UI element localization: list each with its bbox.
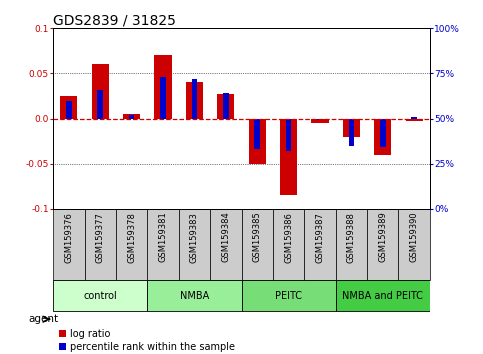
Bar xyxy=(374,119,391,155)
Bar xyxy=(412,117,417,119)
Bar xyxy=(343,119,360,137)
Bar xyxy=(217,94,234,119)
Text: GSM159384: GSM159384 xyxy=(221,212,230,262)
FancyBboxPatch shape xyxy=(85,209,116,280)
Text: agent: agent xyxy=(28,314,58,324)
Bar xyxy=(255,119,260,149)
Bar xyxy=(186,82,203,119)
FancyBboxPatch shape xyxy=(116,209,147,280)
Text: NMBA: NMBA xyxy=(180,291,209,301)
Legend: log ratio, percentile rank within the sample: log ratio, percentile rank within the sa… xyxy=(56,325,239,354)
FancyBboxPatch shape xyxy=(273,209,304,280)
Text: GSM159388: GSM159388 xyxy=(347,212,356,263)
Text: GSM159389: GSM159389 xyxy=(378,212,387,262)
Bar xyxy=(155,55,171,119)
Bar xyxy=(312,119,328,123)
Text: GSM159377: GSM159377 xyxy=(96,212,105,263)
FancyBboxPatch shape xyxy=(336,280,430,311)
Bar xyxy=(249,119,266,164)
Bar xyxy=(223,93,228,119)
FancyBboxPatch shape xyxy=(367,209,398,280)
Bar xyxy=(123,114,140,119)
Bar xyxy=(92,64,109,119)
Bar xyxy=(98,90,103,119)
Text: GSM159378: GSM159378 xyxy=(127,212,136,263)
Text: GSM159387: GSM159387 xyxy=(315,212,325,263)
FancyBboxPatch shape xyxy=(304,209,336,280)
FancyBboxPatch shape xyxy=(210,209,242,280)
Bar xyxy=(349,119,354,145)
Text: GSM159376: GSM159376 xyxy=(64,212,73,263)
Bar xyxy=(286,119,291,151)
Text: PEITC: PEITC xyxy=(275,291,302,301)
Text: GSM159385: GSM159385 xyxy=(253,212,262,262)
FancyBboxPatch shape xyxy=(398,209,430,280)
Text: GSM159386: GSM159386 xyxy=(284,212,293,263)
Bar xyxy=(60,96,77,119)
Bar xyxy=(66,101,71,119)
FancyBboxPatch shape xyxy=(336,209,367,280)
Bar xyxy=(406,119,423,121)
Text: GSM159383: GSM159383 xyxy=(190,212,199,263)
FancyBboxPatch shape xyxy=(242,209,273,280)
Text: GSM159390: GSM159390 xyxy=(410,212,419,262)
FancyBboxPatch shape xyxy=(53,280,147,311)
FancyBboxPatch shape xyxy=(147,209,179,280)
Bar xyxy=(380,119,385,148)
Bar xyxy=(129,115,134,119)
Text: NMBA and PEITC: NMBA and PEITC xyxy=(342,291,423,301)
Bar xyxy=(192,79,197,119)
Bar xyxy=(317,119,323,120)
FancyBboxPatch shape xyxy=(179,209,210,280)
Text: GDS2839 / 31825: GDS2839 / 31825 xyxy=(53,13,176,27)
Bar xyxy=(160,77,166,119)
FancyBboxPatch shape xyxy=(242,280,336,311)
FancyBboxPatch shape xyxy=(147,280,242,311)
Text: control: control xyxy=(84,291,117,301)
Text: GSM159381: GSM159381 xyxy=(158,212,168,262)
Bar xyxy=(280,119,297,195)
FancyBboxPatch shape xyxy=(53,209,85,280)
